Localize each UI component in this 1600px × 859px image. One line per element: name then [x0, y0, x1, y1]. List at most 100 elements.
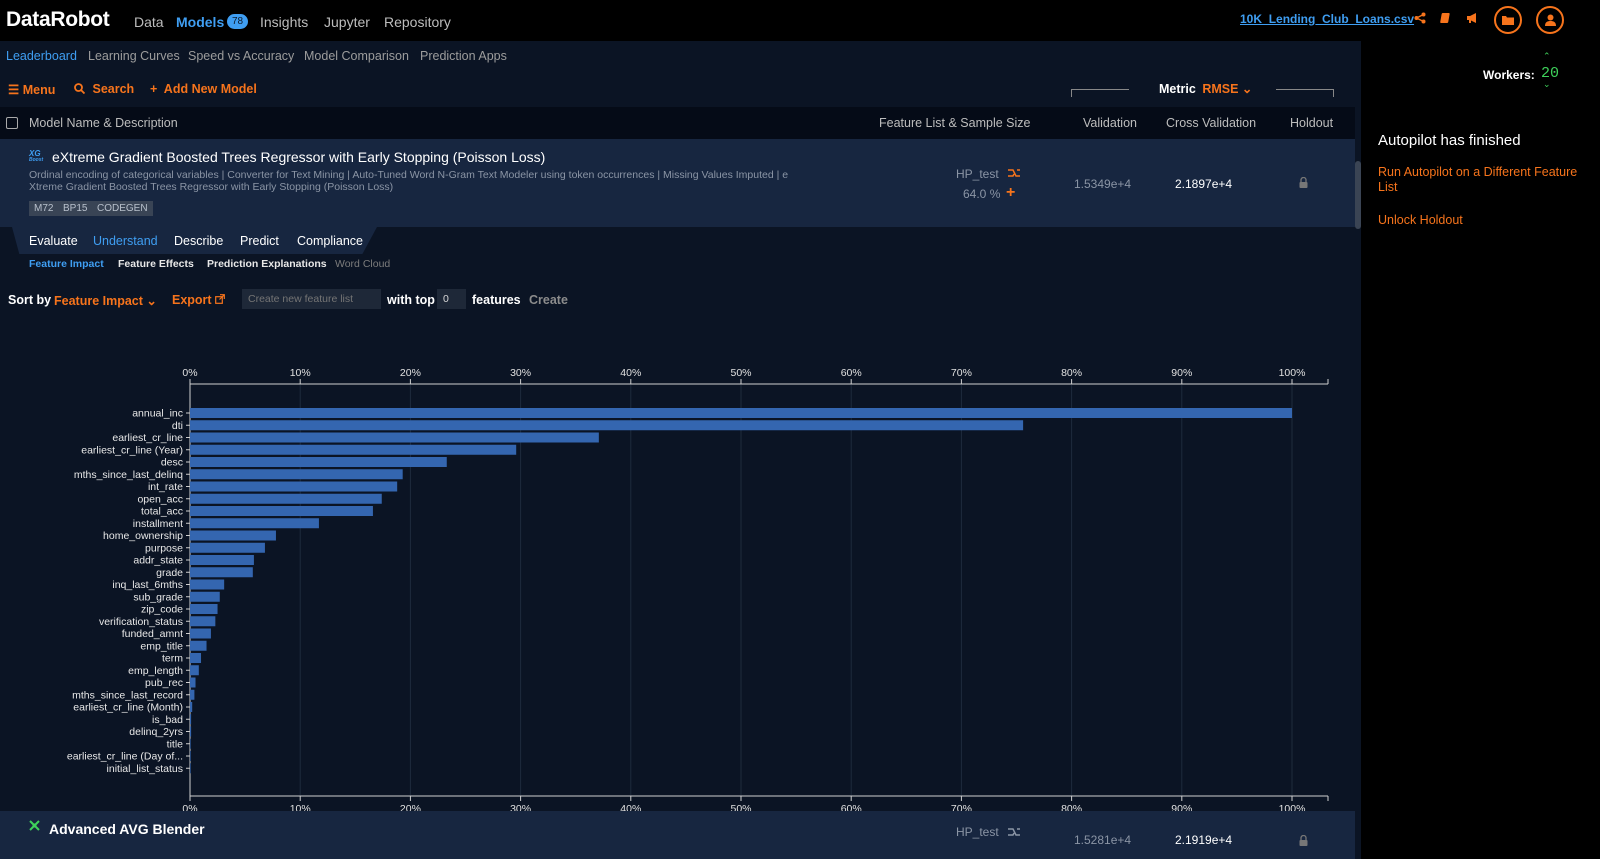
- workers-label: Workers:: [1483, 68, 1535, 82]
- tick-label-bottom: 40%: [620, 803, 641, 811]
- subtab-prediction-explanations[interactable]: Prediction Explanations: [207, 258, 327, 270]
- category-label: delinq_2yrs: [129, 726, 183, 738]
- bar: [190, 530, 276, 541]
- feature-list-name[interactable]: HP_test: [956, 825, 999, 839]
- subnav-learning-curves[interactable]: Learning Curves: [88, 49, 180, 63]
- feature-list-icon[interactable]: [1008, 167, 1020, 181]
- models-count-badge: 78: [227, 14, 249, 29]
- tick-label-top: 80%: [1061, 367, 1082, 379]
- xgboost-icon-text: XG: [29, 149, 41, 158]
- nav-jupyter[interactable]: Jupyter: [324, 14, 370, 30]
- tick-label-top: 20%: [400, 367, 421, 379]
- sort-by-label: Sort by: [8, 293, 52, 307]
- share-icon[interactable]: [1414, 12, 1426, 27]
- tick-label-top: 30%: [510, 367, 531, 379]
- category-label: total_acc: [141, 506, 183, 518]
- chevron-down-icon: ⌄: [146, 294, 157, 308]
- category-label: dti: [172, 420, 183, 432]
- select-all-checkbox[interactable]: [6, 117, 18, 129]
- nav-data[interactable]: Data: [134, 14, 164, 30]
- tick-label-bottom: 10%: [290, 803, 311, 811]
- create-feature-list-button[interactable]: Create: [529, 293, 568, 307]
- column-model-name[interactable]: Model Name & Description: [29, 116, 178, 130]
- datarobot-logo[interactable]: DataRobot: [6, 8, 110, 32]
- search-label: Search: [92, 82, 135, 96]
- tab-compliance[interactable]: Compliance: [297, 234, 364, 248]
- column-validation[interactable]: Validation: [1083, 116, 1137, 130]
- subnav-leaderboard[interactable]: Leaderboard: [6, 49, 77, 63]
- category-label: initial_list_status: [107, 763, 183, 775]
- subtab-feature-effects[interactable]: Feature Effects: [118, 258, 194, 270]
- model-row[interactable]: Advanced AVG Blender HP_test 1.5281e+4 2…: [0, 811, 1355, 859]
- metric-value: RMSE: [1202, 82, 1239, 96]
- chevron-up-icon[interactable]: ⌃: [1543, 51, 1551, 61]
- category-label: verification_status: [99, 616, 183, 628]
- tick-label-top: 0%: [182, 367, 197, 379]
- subnav-model-comparison[interactable]: Model Comparison: [304, 49, 409, 63]
- bar: [190, 420, 1024, 431]
- export-button[interactable]: Export: [172, 293, 225, 307]
- run-autopilot-link[interactable]: Run Autopilot on a Different Feature Lis…: [1378, 165, 1578, 194]
- search-button[interactable]: Search: [74, 82, 134, 96]
- model-title[interactable]: Advanced AVG Blender: [49, 821, 205, 837]
- column-cross-validation[interactable]: Cross Validation: [1166, 116, 1257, 130]
- bar: [190, 702, 193, 712]
- model-title[interactable]: eXtreme Gradient Boosted Trees Regressor…: [52, 149, 546, 165]
- bar: [190, 579, 225, 590]
- scrollbar-track[interactable]: [1355, 98, 1361, 818]
- metric-label: Metric: [1159, 82, 1196, 96]
- logo-text-data: Data: [6, 8, 51, 31]
- unlock-holdout-link[interactable]: Unlock Holdout: [1378, 213, 1463, 227]
- feature-impact-chart: 0% 0% 10% 10% 20% 20% 30% 30% 40% 40% 50% 50% 60% 60%…: [67, 367, 1329, 811]
- main-panel: Leaderboard Learning Curves Speed vs Acc…: [0, 41, 1361, 859]
- feature-list-name[interactable]: HP_test: [956, 167, 999, 181]
- bar: [190, 653, 202, 663]
- category-label: sub_grade: [133, 591, 183, 603]
- sort-by-dropdown[interactable]: Feature Impact ⌄: [54, 293, 157, 308]
- leaderboard-header: Model Name & Description Feature List & …: [0, 107, 1361, 139]
- metric-selector[interactable]: Metric RMSE ⌄: [1159, 81, 1252, 96]
- folder-button[interactable]: [1494, 6, 1522, 34]
- tab-predict[interactable]: Predict: [240, 234, 279, 248]
- tick-label-bottom: 60%: [841, 803, 862, 811]
- tab-describe[interactable]: Describe: [174, 234, 224, 248]
- category-label: addr_state: [133, 555, 183, 567]
- feature-list-icon[interactable]: [1008, 826, 1020, 840]
- nav-repository[interactable]: Repository: [384, 14, 451, 30]
- model-row[interactable]: XG Boost eXtreme Gradient Boosted Trees R…: [0, 139, 1355, 227]
- column-feature-list[interactable]: Feature List & Sample Size: [879, 116, 1031, 130]
- category-label: earliest_cr_line: [112, 432, 183, 444]
- nav-insights[interactable]: Insights: [260, 14, 309, 30]
- tick-label-top: 70%: [951, 367, 972, 379]
- subnav-speed-vs-accuracy[interactable]: Speed vs Accuracy: [188, 49, 295, 63]
- category-label: inq_last_6mths: [112, 579, 183, 591]
- bar: [190, 408, 1292, 418]
- feature-list-name-input[interactable]: [242, 289, 381, 309]
- category-label: desc: [161, 457, 183, 469]
- column-holdout[interactable]: Holdout: [1290, 116, 1334, 130]
- add-sample-size-icon[interactable]: +: [1006, 184, 1016, 201]
- category-label: zip_code: [141, 604, 183, 616]
- sort-by-value: Feature Impact: [54, 294, 143, 308]
- nav-models[interactable]: Models: [176, 14, 225, 30]
- subtab-word-cloud[interactable]: Word Cloud: [335, 258, 391, 270]
- menu-button[interactable]: ☰ Menu: [8, 82, 55, 97]
- bar: [190, 493, 382, 504]
- user-icon: [1544, 14, 1556, 26]
- account-button[interactable]: [1536, 6, 1564, 34]
- subtab-feature-impact[interactable]: Feature Impact: [29, 258, 104, 270]
- scrollbar-thumb[interactable]: [1355, 161, 1361, 229]
- add-new-model-button[interactable]: + Add New Model: [150, 82, 257, 96]
- tab-evaluate[interactable]: Evaluate: [29, 234, 78, 248]
- subnav-prediction-apps[interactable]: Prediction Apps: [420, 49, 507, 63]
- bar: [190, 542, 265, 553]
- dataset-link[interactable]: 10K_Lending_Club_Loans.csv: [1240, 12, 1415, 26]
- tab-understand[interactable]: Understand: [93, 234, 158, 248]
- metric-bracket-right: [1276, 89, 1334, 97]
- xgboost-icon: XG Boost: [29, 150, 43, 164]
- chevron-down-icon[interactable]: ⌄: [1543, 79, 1551, 89]
- bar: [190, 518, 319, 529]
- megaphone-icon[interactable]: [1466, 12, 1479, 27]
- book-icon[interactable]: [1440, 12, 1452, 27]
- top-features-input[interactable]: [437, 289, 466, 309]
